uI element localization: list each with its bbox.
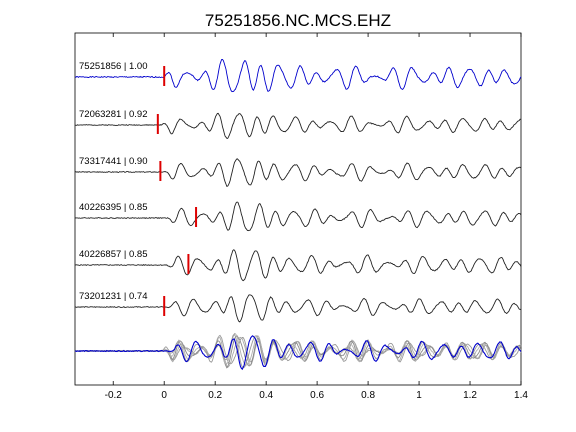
x-tick-label: 0.2 bbox=[208, 390, 222, 401]
x-tick-label: 0 bbox=[161, 390, 167, 401]
trace-label: 73201231 | 0.74 bbox=[79, 291, 148, 302]
trace: 73201231 | 0.74 bbox=[74, 291, 522, 323]
x-tick-label: 1.4 bbox=[514, 390, 528, 401]
trace-group: 75251856 | 1.00 72063281 | 0.92 73317441 |… bbox=[74, 58, 522, 323]
trace-label: 40226395 | 0.85 bbox=[79, 202, 148, 213]
stacked-traces bbox=[74, 332, 522, 371]
trace: 72063281 | 0.92 bbox=[74, 109, 522, 139]
trace-label: 40226857 | 0.85 bbox=[79, 249, 148, 260]
trace-line bbox=[74, 294, 522, 323]
trace: 75251856 | 1.00 bbox=[74, 58, 522, 93]
x-axis: -0.2 0 0.2 0.4 0.6 0.8 1 1.2 1.4 bbox=[105, 33, 528, 401]
trace-line bbox=[74, 249, 522, 282]
trace-line bbox=[74, 58, 522, 93]
chart-title: 75251856.NC.MCS.EHZ bbox=[205, 11, 391, 30]
trace-label: 73317441 | 0.90 bbox=[79, 156, 148, 167]
x-tick-label: -0.2 bbox=[105, 390, 123, 401]
x-tick-label: 1 bbox=[416, 390, 422, 401]
stack-trace bbox=[74, 332, 522, 366]
x-tick-label: 1.2 bbox=[463, 390, 477, 401]
trace: 73317441 | 0.90 bbox=[74, 156, 522, 187]
stack-trace bbox=[74, 335, 522, 371]
x-tick-label: 0.8 bbox=[361, 390, 375, 401]
x-tick-label: 0.6 bbox=[310, 390, 324, 401]
trace: 40226395 | 0.85 bbox=[74, 201, 522, 232]
plot-area bbox=[74, 32, 522, 386]
trace-line bbox=[74, 112, 522, 139]
trace: 40226857 | 0.85 bbox=[74, 249, 522, 282]
trace-line bbox=[74, 158, 522, 187]
x-tick-label: 0.4 bbox=[259, 390, 273, 401]
trace-line bbox=[74, 201, 522, 232]
trace-label: 75251856 | 1.00 bbox=[79, 61, 148, 72]
trace-label: 72063281 | 0.92 bbox=[79, 109, 148, 120]
